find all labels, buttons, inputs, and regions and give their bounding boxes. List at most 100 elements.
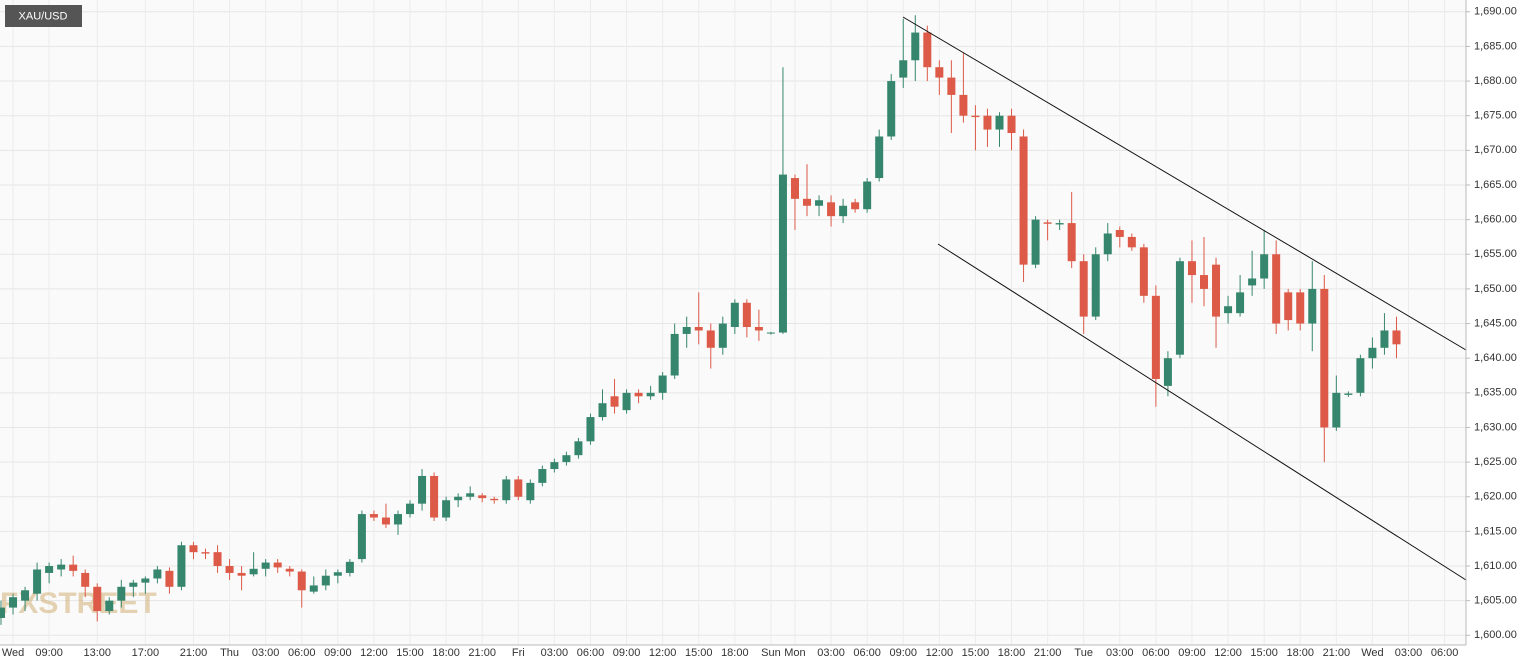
candle-body: [225, 566, 234, 573]
x-tick-label: Wed: [1361, 647, 1383, 659]
candle-body: [658, 375, 667, 393]
candle-body: [321, 575, 330, 586]
candle-body: [297, 571, 306, 591]
candle-body: [610, 396, 619, 407]
candle-body: [622, 392, 631, 411]
x-tick-label: 21:00: [468, 647, 496, 659]
y-tick-label: 1,685.00: [1474, 40, 1517, 52]
candle-body: [1067, 223, 1076, 262]
candle-body: [1332, 392, 1341, 428]
candle-body: [442, 500, 451, 518]
candle-body: [851, 202, 860, 210]
candle-body: [1187, 261, 1196, 276]
candle-body: [706, 330, 715, 348]
candle-body: [1079, 261, 1088, 317]
candle-body: [381, 517, 390, 525]
candle-body: [815, 200, 824, 206]
chart-title: XAU/USD: [19, 10, 68, 22]
candle-body: [827, 202, 836, 217]
x-tick-label: Fri: [512, 647, 525, 659]
candle-body: [105, 600, 114, 612]
x-tick-label: 09:00: [889, 647, 917, 659]
x-tick-label: 03:00: [252, 647, 280, 659]
candle-body: [141, 578, 150, 583]
y-tick-label: 1,690.00: [1474, 6, 1517, 18]
candle-body: [694, 327, 703, 331]
candle-body: [1284, 292, 1293, 321]
y-tick-label: 1,640.00: [1474, 352, 1517, 364]
candle-body: [1236, 292, 1245, 314]
candle-body: [189, 545, 198, 553]
x-tick-label: 09:00: [1178, 647, 1206, 659]
candle-body: [718, 323, 727, 348]
x-tick-label: 12:00: [1214, 647, 1242, 659]
x-tick-label: 15:00: [396, 647, 424, 659]
candle-body: [971, 115, 980, 118]
candle-body: [1368, 347, 1377, 359]
candle-body: [165, 570, 174, 587]
candle-body: [1308, 288, 1317, 324]
candle-body: [261, 562, 270, 569]
x-tick-label: 18:00: [432, 647, 460, 659]
x-tick-label: 12:00: [926, 647, 954, 659]
y-tick-label: 1,620.00: [1474, 491, 1517, 503]
candle-body: [1212, 264, 1221, 317]
candle-body: [502, 479, 511, 501]
candle-body: [983, 115, 992, 130]
candle-body: [682, 327, 691, 334]
candle-body: [1175, 261, 1184, 355]
x-tick-label: 03:00: [817, 647, 845, 659]
x-tick-label: 06:00: [577, 647, 605, 659]
candle-body: [309, 585, 318, 592]
candle-body: [1103, 233, 1112, 255]
candles: [0, 15, 1401, 625]
candle-body: [1200, 275, 1208, 289]
candle-body: [1356, 358, 1365, 393]
x-tick-label: Tue: [1074, 647, 1093, 659]
x-tick-label: 03:00: [1106, 647, 1134, 659]
x-tick-label: 03:00: [1395, 647, 1423, 659]
candle-body: [177, 545, 186, 587]
candle-body: [935, 67, 944, 78]
x-tick-label: Mon: [784, 647, 805, 659]
x-tick-label: 18:00: [721, 647, 749, 659]
candle-body: [742, 302, 751, 328]
x-tick-label: 15:00: [685, 647, 713, 659]
candle-body: [1260, 254, 1269, 279]
candle-body: [273, 562, 282, 568]
candle-body: [369, 514, 378, 518]
candle-body: [550, 462, 559, 470]
y-tick-label: 1,605.00: [1474, 595, 1517, 607]
x-tick-label: 12:00: [649, 647, 677, 659]
candle-body: [1031, 219, 1040, 265]
y-tick-label: 1,645.00: [1474, 317, 1517, 329]
candle-body: [1163, 358, 1172, 386]
candle-body: [213, 552, 222, 567]
candle-body: [406, 503, 415, 515]
candle-body: [790, 178, 799, 199]
candle-body: [249, 568, 258, 575]
candle-body: [1248, 278, 1257, 286]
candle-body: [863, 181, 872, 210]
candle-body: [285, 568, 294, 572]
x-tick-label: 17:00: [132, 647, 160, 659]
candle-body: [153, 569, 162, 579]
y-tick-label: 1,625.00: [1474, 456, 1517, 468]
x-tick-label: 13:00: [83, 647, 111, 659]
candle-body: [778, 174, 787, 333]
candle-body: [1296, 292, 1305, 324]
candle-body: [1007, 115, 1016, 134]
candle-body: [45, 566, 54, 573]
candle-body: [526, 482, 535, 501]
candle-body: [730, 302, 739, 328]
x-tick-label: Wed: [2, 647, 24, 659]
candle-body: [598, 403, 607, 418]
candle-body: [1043, 222, 1052, 224]
y-tick-label: 1,630.00: [1474, 421, 1517, 433]
trend-line-lower: [937, 243, 1467, 581]
candle-body: [923, 32, 932, 68]
candle-body: [586, 417, 595, 442]
candle-body: [237, 572, 246, 576]
y-tick-label: 1,615.00: [1474, 525, 1517, 537]
